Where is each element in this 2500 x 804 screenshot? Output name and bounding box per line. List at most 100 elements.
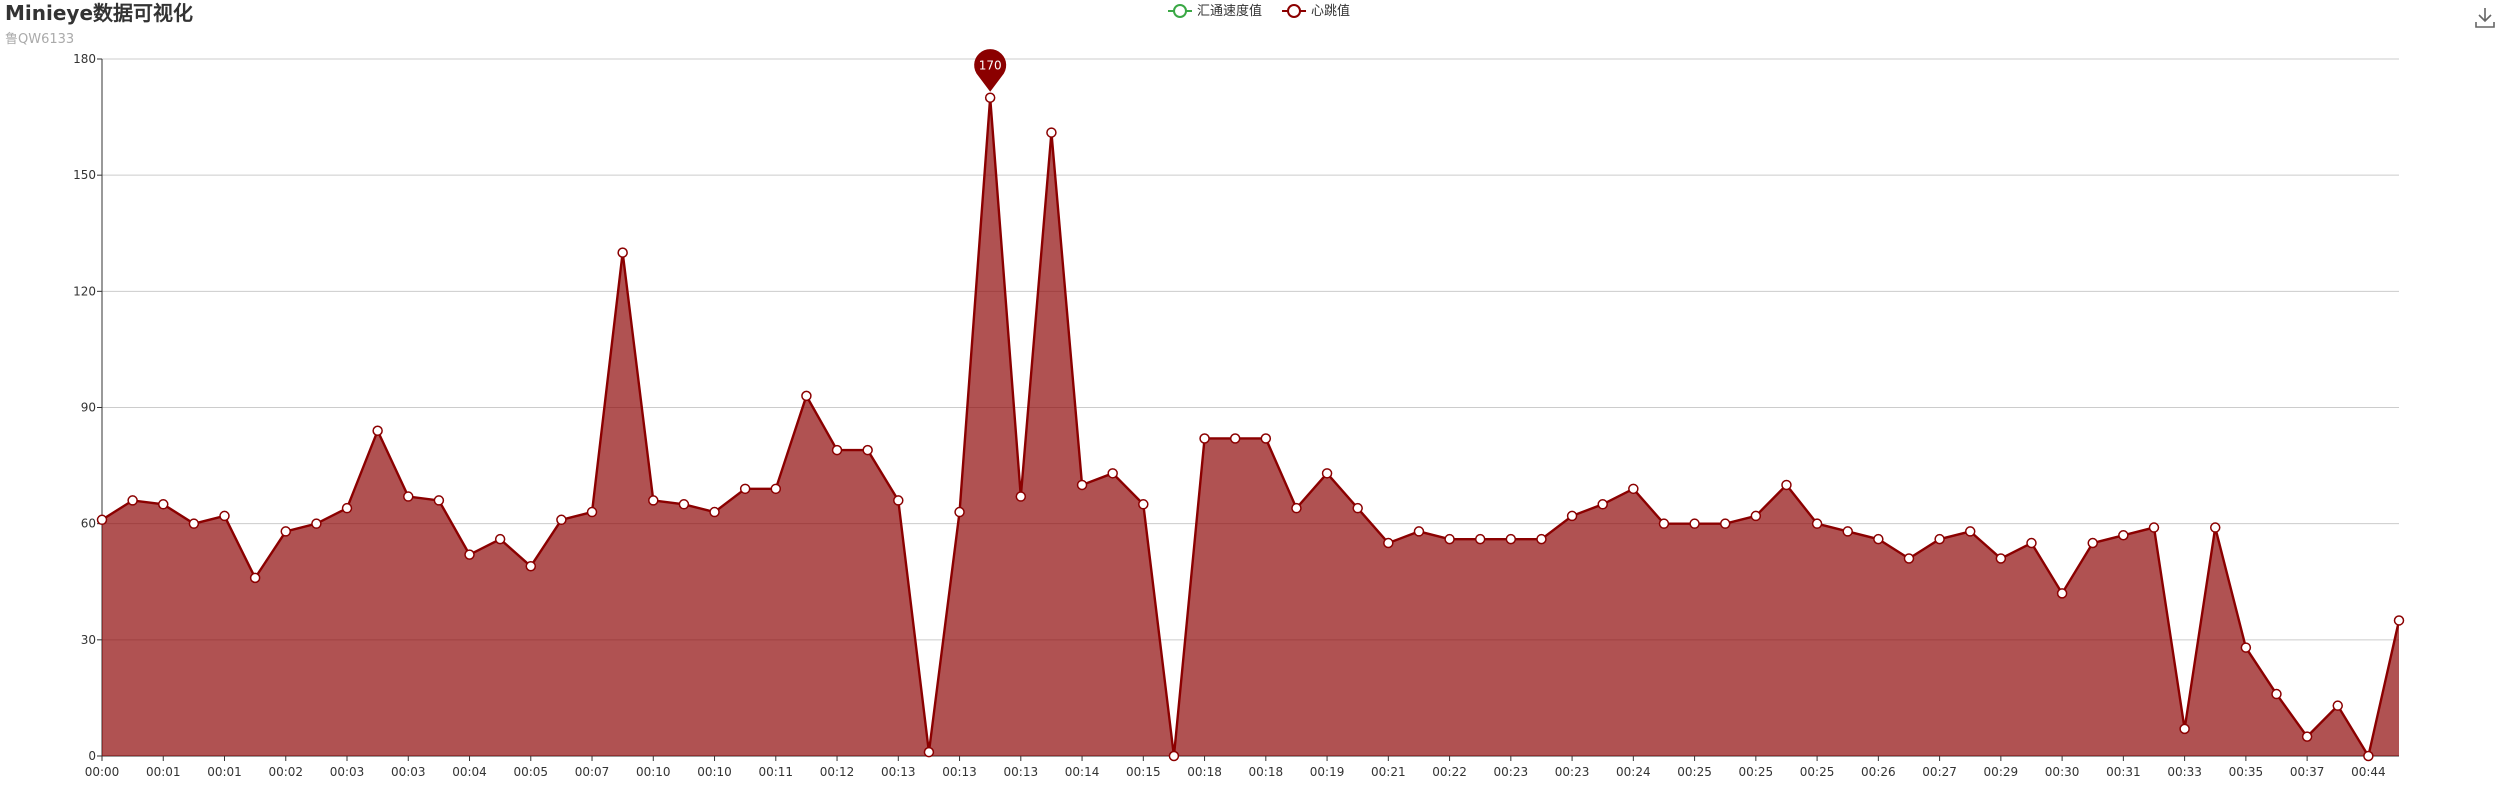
point xyxy=(403,491,414,502)
point xyxy=(1046,127,1057,138)
point xyxy=(1750,510,1762,522)
point xyxy=(1934,533,1945,545)
download-glyph[interactable] xyxy=(2475,8,2495,28)
point xyxy=(1873,533,1884,545)
point xyxy=(984,92,996,103)
x-tick-label: 00:35 xyxy=(2229,765,2264,779)
x-tick-label: 00:05 xyxy=(513,765,548,779)
point xyxy=(219,510,230,522)
point xyxy=(1811,518,1823,529)
legend-label: 汇通速度值 xyxy=(1197,3,1262,19)
y-tick-label: 150 xyxy=(73,168,96,182)
x-tick-label: 00:23 xyxy=(1494,765,1529,779)
point xyxy=(494,533,506,545)
point xyxy=(1842,526,1853,537)
y-tick-label: 30 xyxy=(81,633,96,647)
x-tick-label: 00:00 xyxy=(85,765,120,779)
point xyxy=(831,444,843,456)
point xyxy=(1199,433,1210,444)
point xyxy=(311,518,322,529)
point xyxy=(1995,553,2007,564)
legend-label: 心跳值 xyxy=(1311,3,1350,19)
point xyxy=(1015,491,1027,502)
x-tick-label: 00:33 xyxy=(2167,765,2202,779)
point xyxy=(2087,537,2098,549)
point xyxy=(1964,526,1976,537)
point xyxy=(954,506,965,518)
point xyxy=(127,495,138,506)
x-tick-label: 00:15 xyxy=(1126,765,1161,779)
point xyxy=(739,483,751,495)
x-tick-label: 00:37 xyxy=(2290,765,2325,779)
y-tick-label: 60 xyxy=(81,517,96,531)
point xyxy=(1505,533,1517,545)
point xyxy=(2393,615,2405,626)
point xyxy=(893,495,904,506)
y-tick-label: 120 xyxy=(73,284,96,298)
point xyxy=(188,518,200,529)
point xyxy=(2363,750,2374,762)
x-tick-label: 00:03 xyxy=(330,765,365,779)
point xyxy=(2056,588,2068,599)
legend-symbol xyxy=(1287,4,1302,18)
x-tick-label: 00:04 xyxy=(452,765,487,779)
max-pin-label: 170 xyxy=(979,59,1002,73)
point xyxy=(678,499,690,510)
x-tick-label: 00:01 xyxy=(146,765,181,779)
legend-symbol xyxy=(1173,4,1187,18)
point xyxy=(770,483,782,495)
point xyxy=(96,514,108,526)
x-tick-label: 00:25 xyxy=(1800,765,1835,779)
x-tick-label: 00:22 xyxy=(1432,765,1467,779)
x-tick-label: 00:02 xyxy=(268,765,303,779)
x-tick-label: 00:30 xyxy=(2045,765,2080,779)
x-tick-label: 00:19 xyxy=(1310,765,1345,779)
point xyxy=(586,506,598,518)
point xyxy=(2240,642,2252,653)
point xyxy=(2148,522,2160,533)
area xyxy=(102,97,2399,756)
x-tick-label: 00:01 xyxy=(207,765,242,779)
line xyxy=(101,97,2401,760)
chart-title: Minieye数据可视化 xyxy=(5,1,193,25)
point xyxy=(158,499,169,510)
download-icon[interactable] xyxy=(2475,8,2495,28)
point xyxy=(1229,433,1241,444)
x-tick-label: 00:18 xyxy=(1249,765,1284,779)
point xyxy=(1689,518,1700,529)
x-tick-label: 00:11 xyxy=(758,765,793,779)
point xyxy=(1474,533,1486,545)
point xyxy=(801,390,812,402)
point xyxy=(862,444,873,456)
point xyxy=(464,549,475,560)
point xyxy=(1291,502,1302,514)
point xyxy=(1658,518,1670,529)
point xyxy=(1321,468,1333,479)
point xyxy=(2026,537,2037,549)
point xyxy=(1413,526,1425,537)
x-tick-label: 00:31 xyxy=(2106,765,2141,779)
point xyxy=(709,506,720,518)
x-tick-label: 00:13 xyxy=(942,765,977,779)
y-tick-label: 90 xyxy=(81,401,96,415)
x-tick-label: 00:29 xyxy=(1984,765,2019,779)
x-tick-label: 00:25 xyxy=(1739,765,1774,779)
point xyxy=(1260,433,1272,444)
point xyxy=(1352,502,1363,514)
x-tick-label: 00:26 xyxy=(1861,765,1896,779)
x-tick-label: 00:12 xyxy=(820,765,855,779)
point xyxy=(1903,553,1915,564)
point xyxy=(2118,530,2129,541)
y-tick-label: 0 xyxy=(88,749,96,763)
point xyxy=(372,425,383,436)
x-tick-label: 00:27 xyxy=(1922,765,1957,779)
chart-subtitle: 鲁QW6133 xyxy=(5,32,74,47)
point xyxy=(1597,499,1608,510)
point xyxy=(2209,522,2221,533)
point xyxy=(1107,468,1118,479)
point xyxy=(1536,533,1547,545)
point xyxy=(556,514,567,526)
x-tick-label: 00:18 xyxy=(1187,765,1222,779)
point xyxy=(433,495,445,506)
